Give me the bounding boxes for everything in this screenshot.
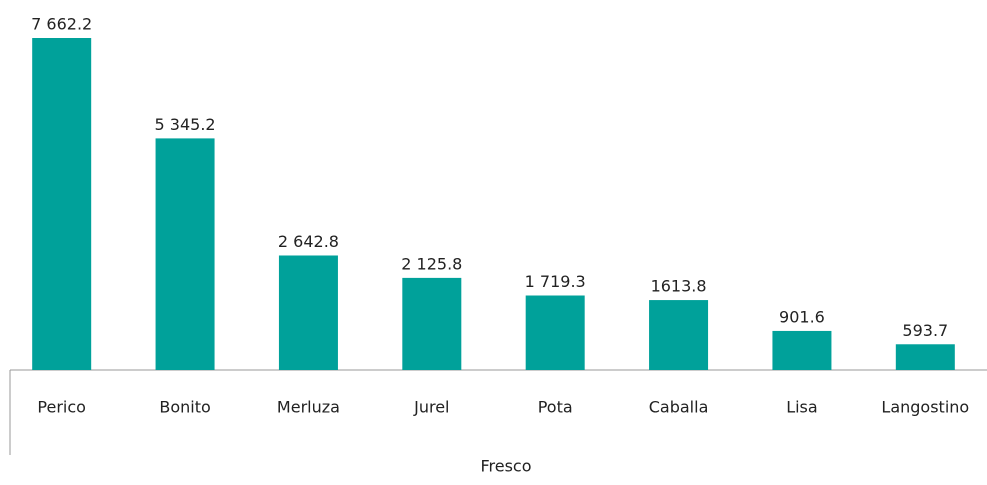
bar: [402, 277, 462, 370]
value-label: 5 345.2: [155, 115, 216, 134]
bar: [649, 300, 709, 370]
bar: [895, 344, 955, 370]
x-tick-label: Jurel: [413, 398, 449, 417]
value-label: 593.7: [902, 321, 948, 340]
x-tick-label: Caballa: [649, 398, 709, 417]
value-label: 1 719.3: [525, 272, 586, 291]
bar: [32, 38, 92, 370]
x-tick-label: Merluza: [277, 398, 340, 417]
x-tick-label: Langostino: [881, 398, 969, 417]
value-label: 2 642.8: [278, 232, 339, 251]
value-label: 1613.8: [651, 277, 707, 296]
x-tick-label: Perico: [37, 398, 86, 417]
bar: [278, 255, 338, 370]
value-label: 901.6: [779, 307, 825, 326]
value-label: 7 662.2: [31, 15, 92, 34]
value-label: 2 125.8: [401, 254, 462, 273]
x-axis-label: Fresco: [480, 457, 531, 476]
x-tick-label: Pota: [538, 398, 573, 417]
bar: [772, 330, 832, 370]
x-tick-label: Bonito: [159, 398, 210, 417]
bar: [155, 138, 215, 370]
bar: [525, 295, 585, 370]
x-tick-label: Lisa: [786, 398, 818, 417]
